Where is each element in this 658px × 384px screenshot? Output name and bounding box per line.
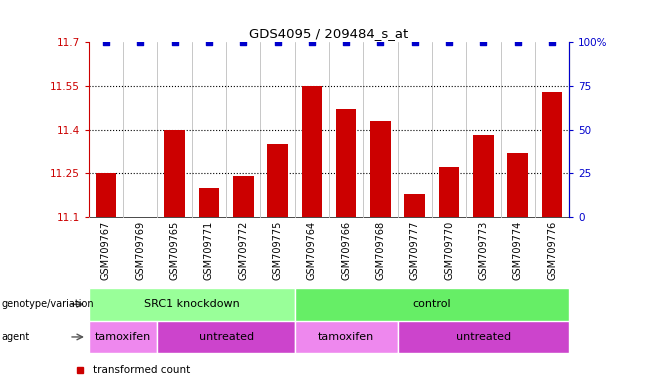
Bar	[473, 136, 494, 217]
Bar	[507, 153, 528, 217]
Bar	[439, 167, 459, 217]
Point	[409, 39, 420, 45]
Bar	[233, 176, 253, 217]
Bar	[295, 288, 569, 321]
Bar	[267, 144, 288, 217]
Text: GSM709768: GSM709768	[376, 220, 386, 280]
Point	[135, 39, 145, 45]
Text: GSM709771: GSM709771	[204, 220, 214, 280]
Text: GSM709766: GSM709766	[341, 220, 351, 280]
Text: agent: agent	[1, 332, 30, 342]
Point	[547, 39, 557, 45]
Point	[238, 39, 249, 45]
Point	[513, 39, 523, 45]
Bar	[542, 92, 563, 217]
Text: GSM709764: GSM709764	[307, 220, 317, 280]
Text: SRC1 knockdown: SRC1 knockdown	[144, 299, 240, 310]
Text: control: control	[413, 299, 451, 310]
Title: GDS4095 / 209484_s_at: GDS4095 / 209484_s_at	[249, 26, 409, 40]
Text: GSM709776: GSM709776	[547, 220, 557, 280]
Bar	[89, 321, 157, 353]
Bar	[301, 86, 322, 217]
Point	[307, 39, 317, 45]
Text: tamoxifen: tamoxifen	[318, 332, 374, 342]
Text: genotype/variation: genotype/variation	[1, 299, 94, 310]
Point	[478, 39, 489, 45]
Text: GSM709770: GSM709770	[444, 220, 454, 280]
Bar	[199, 188, 219, 217]
Text: transformed count: transformed count	[93, 365, 191, 375]
Bar	[164, 129, 185, 217]
Bar	[295, 321, 397, 353]
Text: GSM709775: GSM709775	[272, 220, 282, 280]
Text: GSM709772: GSM709772	[238, 220, 248, 280]
Text: GSM709773: GSM709773	[478, 220, 488, 280]
Bar	[405, 194, 425, 217]
Bar	[397, 321, 569, 353]
Point	[341, 39, 351, 45]
Bar	[370, 121, 391, 217]
Point	[169, 39, 180, 45]
Point	[101, 39, 111, 45]
Text: tamoxifen: tamoxifen	[95, 332, 151, 342]
Text: untreated: untreated	[199, 332, 253, 342]
Point	[204, 39, 215, 45]
Text: untreated: untreated	[456, 332, 511, 342]
Text: GSM709774: GSM709774	[513, 220, 522, 280]
Point	[375, 39, 386, 45]
Bar	[336, 109, 357, 217]
Point	[272, 39, 283, 45]
Bar	[95, 173, 116, 217]
Text: GSM709769: GSM709769	[136, 220, 145, 280]
Bar	[157, 321, 295, 353]
Text: GSM709777: GSM709777	[410, 220, 420, 280]
Text: GSM709765: GSM709765	[170, 220, 180, 280]
Point	[443, 39, 454, 45]
Bar	[89, 288, 295, 321]
Text: GSM709767: GSM709767	[101, 220, 111, 280]
